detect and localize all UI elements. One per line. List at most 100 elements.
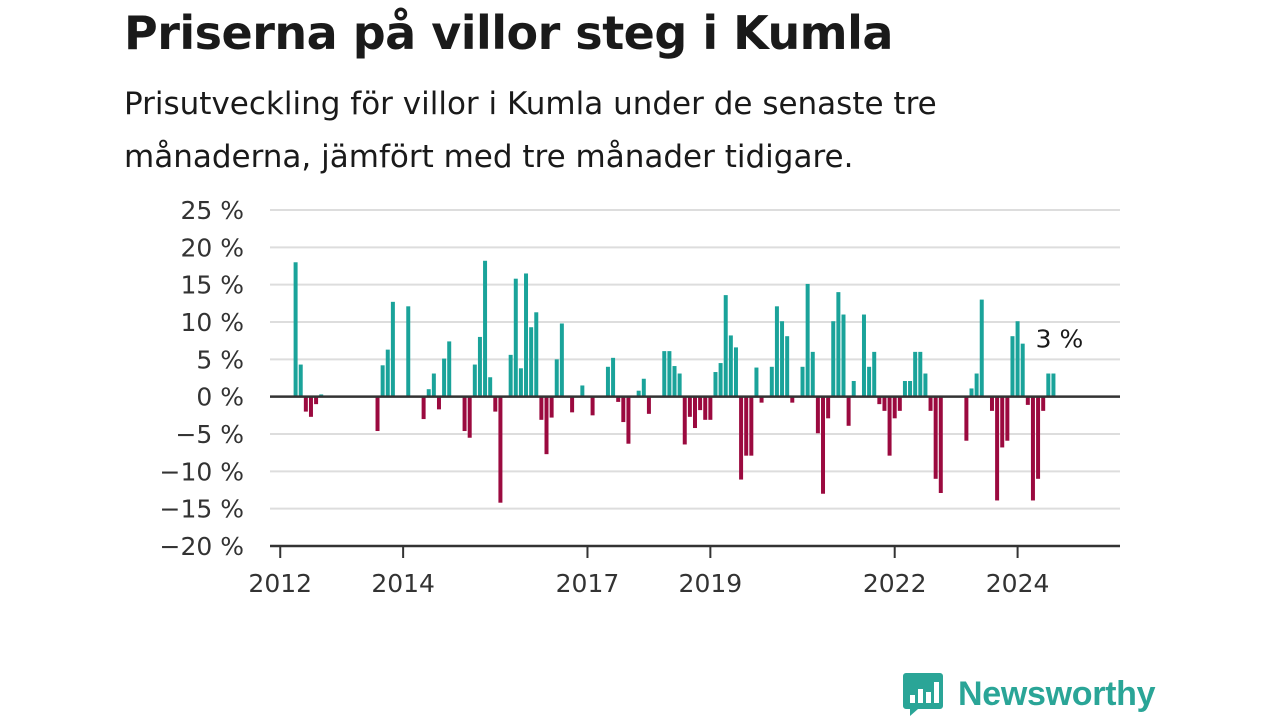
bar: [733, 347, 738, 397]
bar: [559, 323, 564, 397]
bar: [513, 278, 518, 397]
brand-logo: Newsworthy: [902, 670, 1156, 718]
bar: [646, 396, 651, 414]
bar: [549, 396, 554, 418]
last-value-label: 3 %: [1036, 324, 1084, 353]
brand-name: Newsworthy: [958, 674, 1156, 713]
bar: [831, 321, 836, 397]
bar: [964, 396, 969, 441]
bar: [867, 366, 872, 397]
bar: [723, 295, 728, 397]
bar: [815, 396, 820, 434]
bar: [908, 380, 913, 397]
y-tick-label: 5 %: [196, 345, 244, 374]
bar: [1005, 396, 1010, 441]
chart-subtitle: Prisutveckling för villor i Kumla under …: [124, 86, 937, 175]
bar: [1036, 396, 1041, 479]
bar: [923, 373, 928, 397]
bar: [406, 306, 411, 397]
y-tick-label: 15 %: [180, 271, 244, 300]
y-axis-labels: 25 % 20 % 15 % 10 % 5 % 0 % −5 % −10 % −15 % −20 …: [160, 196, 244, 561]
y-tick-label: 0 %: [196, 383, 244, 412]
bar: [518, 368, 523, 397]
bar: [314, 396, 319, 405]
bar: [698, 396, 703, 411]
bar: [892, 396, 897, 419]
y-tick-label: −10 %: [160, 457, 244, 486]
bar: [1030, 396, 1035, 501]
bar: [303, 396, 308, 412]
bar: [544, 396, 549, 455]
bar: [846, 396, 851, 426]
bar: [431, 373, 436, 397]
bar: [826, 396, 831, 419]
bar: [1015, 321, 1020, 397]
bar: [462, 396, 467, 432]
bar: [385, 349, 390, 397]
bar: [769, 366, 774, 397]
bar: [554, 359, 559, 397]
x-tick-label: 2012: [248, 569, 312, 598]
x-tick-label: 2017: [556, 569, 620, 598]
bar: [897, 396, 902, 411]
bar: [1025, 396, 1030, 405]
bar: [375, 396, 380, 432]
bar: [774, 306, 779, 397]
bar: [790, 396, 795, 403]
bar: [1010, 336, 1015, 397]
bar: [703, 396, 708, 420]
y-tick-label: −15 %: [160, 495, 244, 524]
y-tick-label: 10 %: [180, 308, 244, 337]
bar: [524, 273, 529, 397]
bar: [1000, 396, 1005, 448]
bar: [611, 357, 616, 397]
bar: [426, 389, 431, 397]
bar: [621, 396, 626, 423]
x-tick-label: 2022: [863, 569, 927, 598]
bar: [928, 396, 933, 411]
bar: [570, 396, 575, 413]
bar: [841, 314, 846, 397]
bar: [1051, 373, 1056, 397]
bar: [902, 380, 907, 397]
bar: [969, 388, 974, 397]
bar: [534, 312, 539, 397]
bar: [821, 396, 826, 494]
bar: [872, 351, 877, 397]
bar: [508, 354, 513, 397]
bar: [1041, 396, 1046, 411]
chart-title: Priserna på villor steg i Kumla: [124, 6, 893, 60]
bar: [974, 373, 979, 397]
bar: [989, 396, 994, 411]
bar: [805, 283, 810, 397]
bar: [667, 351, 672, 397]
bar: [780, 321, 785, 397]
bar: [662, 351, 667, 397]
bar: [498, 396, 503, 503]
bar: [687, 396, 692, 417]
bar: [708, 396, 713, 420]
bar: [995, 396, 1000, 501]
bar: [979, 299, 984, 397]
bar: [693, 396, 697, 429]
bar: [877, 396, 882, 405]
bar: [626, 396, 631, 444]
bar: [493, 396, 498, 412]
bar-chart-speech-bubble-icon: [903, 673, 943, 716]
bar: [605, 366, 610, 397]
bar: [641, 378, 646, 397]
x-tick-label: 2014: [371, 569, 435, 598]
bar: [718, 363, 723, 397]
bar: [1046, 373, 1051, 397]
bar: [918, 351, 923, 397]
grid-lines: [270, 209, 1120, 510]
bar: [739, 396, 744, 480]
bar: [442, 358, 447, 397]
bar: [616, 396, 621, 402]
bar: [421, 396, 426, 420]
bar: [477, 336, 482, 397]
bar: [293, 262, 298, 397]
annotations: 3 %: [1036, 324, 1084, 353]
bar: [672, 366, 677, 397]
